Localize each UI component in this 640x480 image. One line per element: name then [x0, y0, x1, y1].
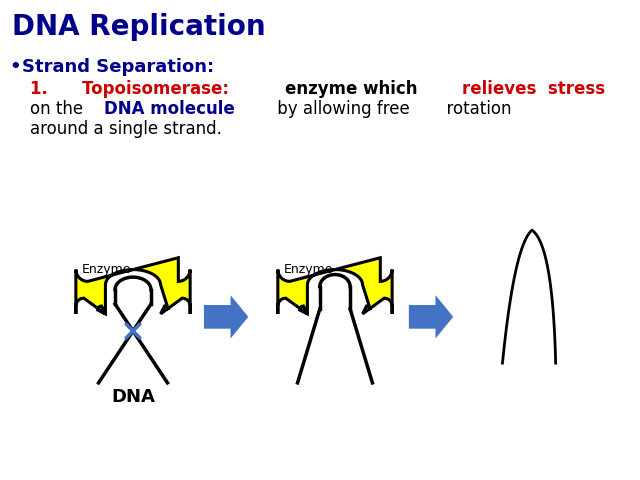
- Text: •: •: [10, 58, 22, 76]
- Text: Enzyme: Enzyme: [284, 263, 333, 276]
- Polygon shape: [204, 295, 248, 338]
- Text: 1.: 1.: [29, 80, 70, 98]
- Text: Topoisomerase:: Topoisomerase:: [82, 80, 241, 98]
- Polygon shape: [409, 295, 453, 338]
- Text: Enzyme: Enzyme: [82, 263, 131, 276]
- Text: by allowing free       rotation: by allowing free rotation: [271, 100, 511, 118]
- Text: around a single strand.: around a single strand.: [29, 120, 221, 138]
- Text: on the: on the: [29, 100, 88, 118]
- Text: enzyme which: enzyme which: [285, 80, 423, 98]
- Text: DNA molecule: DNA molecule: [104, 100, 235, 118]
- Text: DNA Replication: DNA Replication: [12, 13, 266, 41]
- Text: Strand Separation:: Strand Separation:: [22, 58, 214, 76]
- Text: DNA: DNA: [111, 388, 155, 406]
- Polygon shape: [76, 258, 190, 314]
- Polygon shape: [278, 258, 392, 314]
- Text: relieves  stress: relieves stress: [461, 80, 605, 98]
